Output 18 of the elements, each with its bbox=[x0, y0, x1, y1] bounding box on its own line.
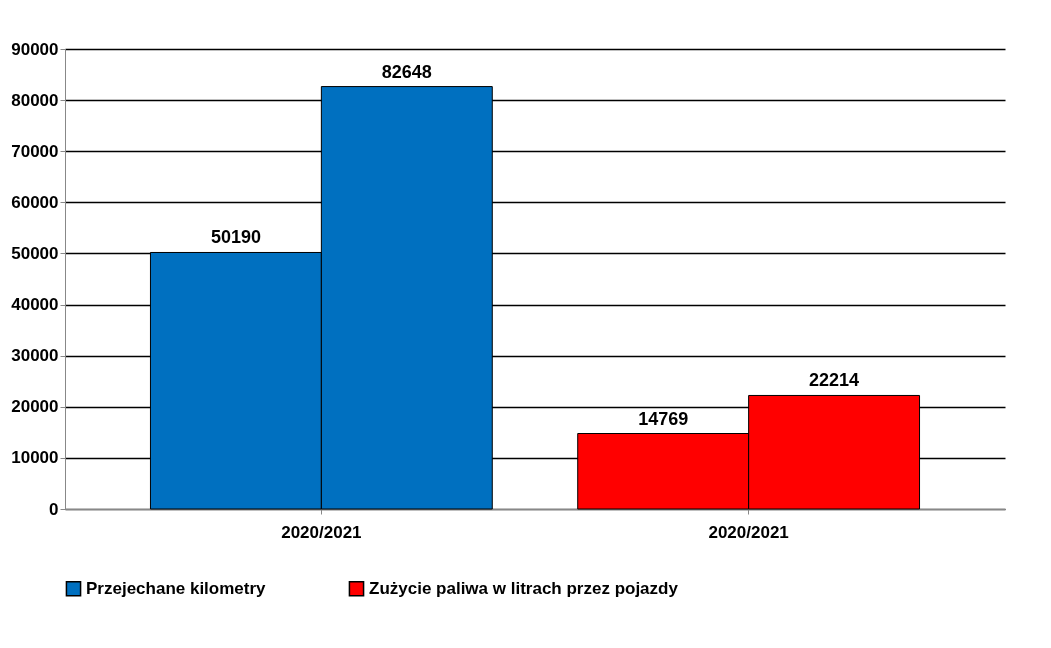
x-tick-label: 2020/2021 bbox=[708, 522, 789, 542]
legend-label: Zużycie paliwa w litrach przez pojazdy bbox=[369, 578, 679, 598]
y-tick-label: 40000 bbox=[11, 295, 59, 315]
y-tick-label: 60000 bbox=[11, 192, 59, 212]
y-tick-label: 20000 bbox=[11, 397, 59, 417]
x-tick-label: 2020/2021 bbox=[281, 522, 362, 542]
data-label: 82648 bbox=[381, 61, 432, 82]
y-tick-label: 0 bbox=[49, 499, 59, 519]
y-tick-label: 90000 bbox=[11, 39, 59, 59]
data-label: 14769 bbox=[638, 408, 689, 429]
legend-label: Przejechane kilometry bbox=[86, 578, 267, 598]
data-label: 22214 bbox=[809, 370, 860, 391]
y-tick-label: 10000 bbox=[11, 448, 59, 468]
y-tick-label: 30000 bbox=[11, 346, 59, 366]
y-tick-label: 70000 bbox=[11, 141, 59, 161]
y-tick-label: 80000 bbox=[11, 90, 59, 110]
y-tick-label: 50000 bbox=[11, 243, 59, 263]
data-label: 50190 bbox=[210, 227, 261, 248]
